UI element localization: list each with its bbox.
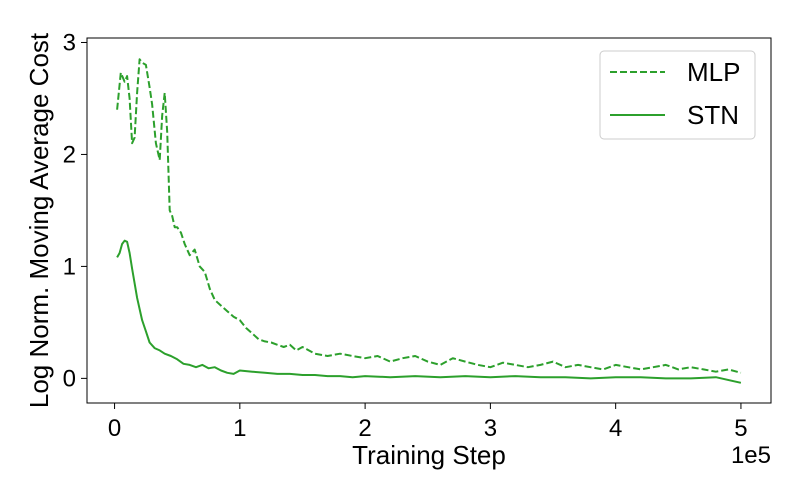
x-tick-label: 2 (358, 415, 371, 442)
x-tick-label: 5 (734, 415, 747, 442)
plot-lines (116, 58, 742, 384)
legend-label-mlp: MLP (687, 57, 740, 87)
legend-box (599, 50, 756, 140)
x-axis-offset-text: 1e5 (731, 442, 771, 469)
x-tick-label: 0 (108, 415, 121, 442)
axes-frame (86, 37, 772, 404)
x-tick-label: 3 (484, 415, 497, 442)
x-axis-label: Training Step (352, 440, 506, 470)
y-axis-ticks: 0 1 2 3 (63, 29, 87, 392)
x-axis-ticks: 0 1 2 3 4 5 (108, 403, 748, 442)
x-tick-label: 1 (233, 415, 246, 442)
y-tick-label: 3 (63, 29, 76, 56)
series-line-stn (116, 239, 742, 384)
y-tick-label: 1 (63, 253, 76, 280)
x-tick-label: 4 (609, 415, 622, 442)
legend: MLP STN (599, 50, 756, 140)
y-tick-label: 0 (63, 365, 76, 392)
series-line-mlp (116, 58, 742, 374)
legend-label-stn: STN (687, 100, 739, 130)
y-axis-label: Log Norm. Moving Average Cost (24, 32, 54, 408)
y-tick-label: 2 (63, 141, 76, 168)
